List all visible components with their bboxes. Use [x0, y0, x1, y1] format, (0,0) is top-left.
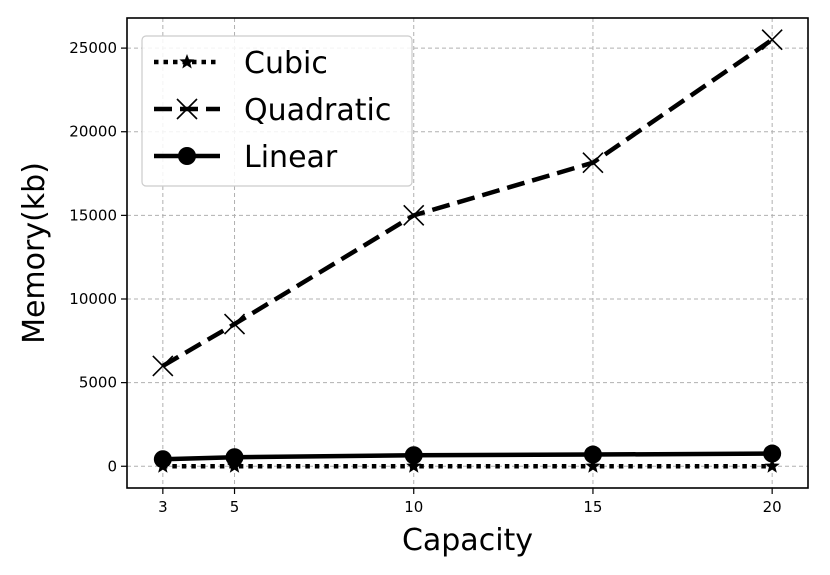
data-point-quadratic: [582, 152, 604, 174]
data-point-quadratic: [223, 313, 246, 335]
x-tick-label: 15: [583, 498, 602, 516]
y-tick-label: 10000: [69, 290, 117, 308]
y-tick-label: 25000: [69, 39, 117, 57]
legend-box: [141, 35, 413, 187]
data-point-cubic: [764, 458, 780, 473]
data-point-linear: [225, 448, 244, 467]
legend: Cubic Quadratic Linear: [141, 35, 413, 187]
x-tick-label: 5: [230, 498, 240, 516]
legend-label-cubic: Cubic: [244, 46, 328, 81]
data-point-quadratic: [761, 29, 783, 51]
axis-ticks: 3 5 10 15 20 0 5000 10000 15000 20000 25000: [69, 39, 781, 516]
legend-marker-linear: [178, 147, 196, 165]
data-point-quadratic: [152, 355, 174, 377]
x-tick-label: 10: [404, 498, 423, 516]
data-point-quadratic: [403, 204, 425, 226]
y-tick-label: 15000: [69, 206, 117, 224]
x-tick-label: 3: [158, 498, 168, 516]
legend-label-linear: Linear: [244, 140, 338, 175]
y-axis-title: Memory(kb): [17, 162, 52, 344]
series-layer: [152, 29, 783, 473]
data-point-cubic: [585, 458, 601, 473]
y-tick-label: 0: [107, 457, 117, 475]
x-tick-label: 20: [763, 498, 782, 516]
x-axis-title: Capacity: [402, 523, 533, 558]
data-point-cubic: [406, 458, 422, 473]
legend-label-quadratic: Quadratic: [244, 93, 391, 128]
data-point-linear: [404, 446, 423, 465]
data-point-linear: [763, 444, 782, 463]
y-tick-label: 5000: [79, 374, 117, 392]
plot-frame: [126, 17, 809, 489]
legend-marker-quadratic: [176, 98, 198, 120]
legend-marker-cubic: [179, 54, 195, 69]
y-tick-label: 20000: [69, 123, 117, 141]
data-point-linear: [153, 450, 172, 469]
data-point-linear: [583, 445, 602, 464]
